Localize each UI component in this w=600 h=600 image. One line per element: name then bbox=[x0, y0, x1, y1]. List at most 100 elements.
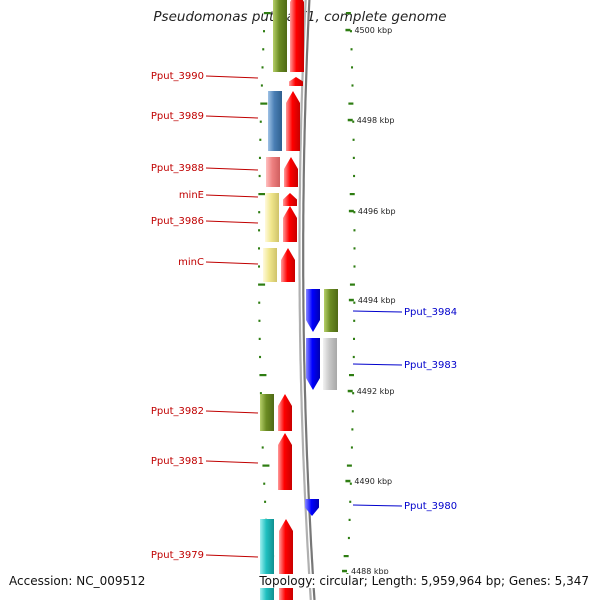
scale-tick-left bbox=[263, 12, 271, 15]
scale-major-tick bbox=[345, 479, 351, 483]
cds-forward-arrow bbox=[284, 157, 298, 187]
scale-tick-label: 4498 kbp bbox=[357, 116, 395, 125]
cds-forward-arrow bbox=[283, 193, 297, 206]
scale-tick-left bbox=[258, 319, 261, 322]
gene-leader-line bbox=[205, 194, 259, 198]
cog-block bbox=[266, 157, 280, 187]
scale-major-tick bbox=[347, 389, 353, 393]
scale-tick-label: 4490 kbp bbox=[354, 477, 392, 486]
scale-tick-right bbox=[351, 84, 354, 87]
scale-tick-left bbox=[258, 174, 261, 178]
scale-major-tick bbox=[348, 209, 354, 213]
scale-tick-right bbox=[349, 283, 355, 286]
scale-tick-left bbox=[261, 446, 264, 449]
scale-tick-right bbox=[353, 319, 356, 322]
scale-tick-left bbox=[264, 500, 267, 503]
gene-label-forward: minE bbox=[179, 190, 204, 201]
scale-tick-right bbox=[353, 247, 356, 250]
scale-tick-label: 4494 kbp bbox=[358, 296, 396, 305]
gene-label-reverse: Pput_3980 bbox=[404, 501, 457, 512]
gene-leader-line bbox=[352, 363, 403, 366]
gene-label-forward: Pput_3990 bbox=[151, 71, 204, 82]
scale-tick-right bbox=[351, 428, 354, 431]
topology-text: Topology: circular; Length: 5,959,964 bp… bbox=[255, 574, 589, 588]
cds-reverse-arrow bbox=[306, 338, 320, 390]
scale-tick-left bbox=[262, 464, 270, 467]
scale-tick-right bbox=[353, 337, 356, 340]
cds-reverse-arrow bbox=[306, 289, 320, 332]
scale-tick-left bbox=[258, 156, 261, 159]
gene-leader-line bbox=[205, 220, 259, 224]
scale-tick-right bbox=[346, 464, 352, 467]
scale-tick-left bbox=[259, 120, 262, 123]
gene-leader-line bbox=[205, 460, 259, 464]
scale-tick-label: 4496 kbp bbox=[358, 207, 396, 216]
scale-tick-left bbox=[259, 355, 262, 359]
cds-forward-arrow bbox=[278, 433, 292, 490]
gene-leader-line bbox=[352, 504, 403, 507]
gene-leader-line bbox=[205, 115, 259, 119]
scale-tick-right bbox=[352, 156, 355, 159]
scale-tick-right bbox=[352, 355, 355, 359]
scale-tick-right bbox=[351, 410, 354, 413]
scale-tick-left bbox=[259, 138, 262, 141]
gene-label-forward: Pput_3988 bbox=[151, 163, 204, 174]
scale-tick-left bbox=[259, 392, 262, 395]
gene-leader-line bbox=[352, 310, 403, 313]
cog-block bbox=[263, 248, 277, 282]
scale-tick-right bbox=[348, 518, 351, 521]
gene-leader-line bbox=[205, 75, 259, 79]
scale-tick-left bbox=[258, 229, 261, 232]
scale-tick-left bbox=[258, 265, 261, 268]
cds-forward-arrow bbox=[289, 77, 303, 86]
scale-major-tick bbox=[348, 298, 354, 302]
scale-tick-left bbox=[260, 102, 268, 105]
gene-label-forward: Pput_3982 bbox=[151, 406, 204, 417]
scale-major-tick bbox=[345, 28, 351, 32]
scale-tick-right bbox=[351, 66, 354, 69]
gene-label-reverse: Pput_3984 bbox=[404, 307, 457, 318]
scale-major-tick bbox=[342, 569, 348, 573]
gene-label-forward: Pput_3979 bbox=[151, 550, 204, 561]
scale-tick-left bbox=[263, 482, 266, 485]
scale-tick-label: 4500 kbp bbox=[354, 26, 392, 35]
scale-tick-right bbox=[353, 265, 356, 268]
scale-major-tick bbox=[347, 118, 353, 122]
scale-tick-left bbox=[262, 48, 265, 51]
scale-tick-right bbox=[347, 536, 350, 540]
scale-tick-left bbox=[259, 374, 267, 377]
scale-tick-right bbox=[353, 229, 356, 232]
scale-tick-left bbox=[258, 211, 261, 214]
labels-layer: Pput_3990 Pput_3989 Pput_3988 minE Pput_3986… bbox=[151, 71, 457, 561]
gene-label-reverse: Pput_3983 bbox=[404, 360, 457, 371]
gene-label-forward: Pput_3989 bbox=[151, 111, 204, 122]
cds-forward-arrow bbox=[286, 91, 300, 151]
scale-tick-right bbox=[349, 482, 352, 485]
scale-tick-right bbox=[352, 392, 355, 395]
scale-tick-left bbox=[263, 30, 266, 33]
gene-label-forward: Pput_3981 bbox=[151, 456, 204, 467]
accession-text: Accession: NC_009512 bbox=[9, 574, 146, 588]
scale-tick-right bbox=[350, 48, 353, 51]
scale-tick-left bbox=[260, 84, 263, 87]
scale-tick-right bbox=[349, 500, 352, 503]
scale-tick-right bbox=[353, 301, 356, 304]
gene-leader-line bbox=[205, 410, 259, 414]
scale-tick-right bbox=[352, 138, 355, 141]
cog-block bbox=[324, 289, 338, 332]
scale-tick-left bbox=[261, 66, 264, 69]
cog-block bbox=[265, 193, 279, 242]
gene-label-forward: Pput_3986 bbox=[151, 216, 204, 227]
gene-leader-line bbox=[205, 554, 259, 558]
cds-reverse-arrow bbox=[305, 499, 319, 516]
cog-block bbox=[273, 0, 287, 72]
scale-tick-left bbox=[258, 193, 266, 196]
scale-tick-left bbox=[258, 247, 261, 250]
cog-block bbox=[260, 394, 274, 431]
scale-tick-right bbox=[348, 102, 354, 105]
scale-tick-label: 4492 kbp bbox=[357, 387, 395, 396]
scale-tick-right bbox=[349, 193, 355, 196]
scale-tick-right bbox=[353, 211, 356, 214]
scale-tick-left bbox=[258, 301, 261, 304]
